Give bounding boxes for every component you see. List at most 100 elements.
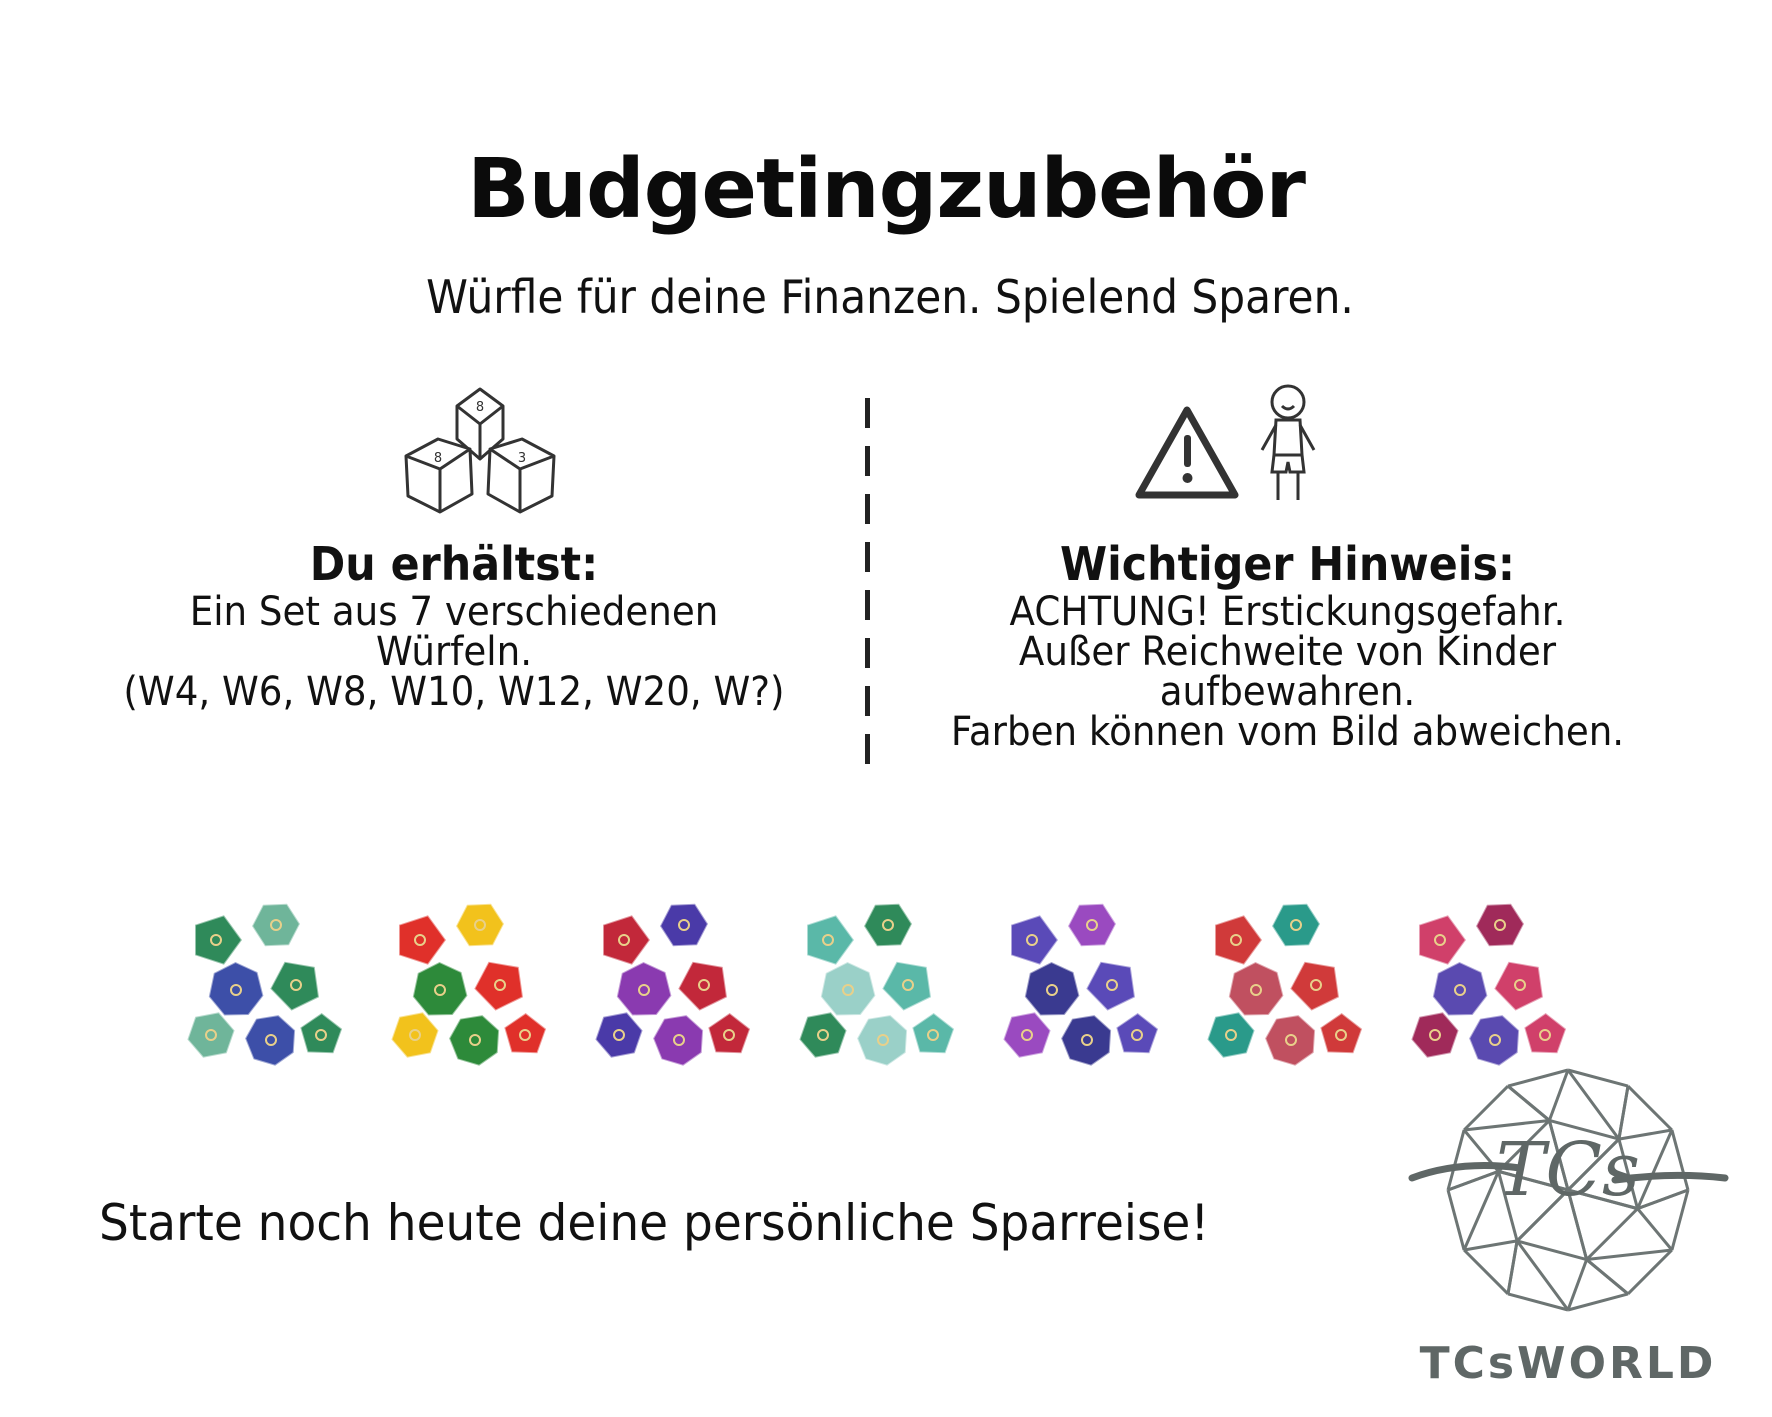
- die: [651, 1014, 705, 1067]
- die: [1270, 902, 1322, 948]
- die: [881, 960, 933, 1012]
- dice-set-image: [390, 902, 548, 1067]
- die-number: [315, 1029, 327, 1041]
- die-number: [1434, 934, 1446, 946]
- logo-strut: [1462, 1170, 1500, 1251]
- die-number: [1489, 1034, 1501, 1046]
- die: [454, 902, 506, 948]
- logo-strut: [1567, 1068, 1629, 1088]
- logo-strut: [1618, 1128, 1673, 1141]
- die: [798, 1011, 848, 1059]
- die: [1023, 960, 1081, 1017]
- die: [186, 1011, 236, 1059]
- die: [207, 960, 265, 1017]
- logo-strut: [1670, 1129, 1690, 1191]
- die: [447, 1014, 501, 1067]
- die: [473, 960, 525, 1012]
- logo-strut: [1507, 1292, 1569, 1312]
- die-number: [723, 1029, 735, 1041]
- die-number: [1046, 984, 1058, 996]
- logo-strut: [1516, 1239, 1588, 1261]
- die-number: [1250, 984, 1262, 996]
- contents-heading: Du erhältst:: [309, 537, 599, 591]
- dice-set-image: [1410, 902, 1568, 1067]
- die-number: [469, 1034, 481, 1046]
- die-number: [270, 919, 282, 931]
- svg-text:3: 3: [518, 451, 526, 466]
- warning-heading: Wichtiger Hinweis:: [1059, 537, 1516, 591]
- die: [615, 960, 673, 1017]
- die-number: [1285, 1034, 1297, 1046]
- contents-line: Ein Set aus 7 verschiedenen: [189, 589, 719, 635]
- die: [862, 902, 914, 948]
- die-number: [1081, 1034, 1093, 1046]
- die-number: [678, 919, 690, 931]
- logo-strut: [1636, 1207, 1674, 1251]
- logo-strut: [1548, 1119, 1620, 1141]
- die-number: [1454, 984, 1466, 996]
- logo-strut: [1626, 1085, 1673, 1132]
- logo-strut: [1626, 1248, 1673, 1295]
- die: [1474, 902, 1526, 948]
- page-title: Budgetingzubehör: [467, 142, 1306, 237]
- die-number: [882, 919, 894, 931]
- logo-strut: [1586, 1248, 1673, 1262]
- die-number: [817, 1029, 829, 1041]
- die: [819, 960, 877, 1017]
- die-number: [927, 1029, 939, 1041]
- svg-text:TCsWORLD: TCsWORLD: [1420, 1338, 1717, 1389]
- logo-strut: [1463, 1239, 1518, 1252]
- die-number: [210, 934, 222, 946]
- logo-strut: [1617, 1138, 1639, 1210]
- die-number: [618, 934, 630, 946]
- die-number: [409, 1029, 421, 1041]
- dice-set-image: [798, 902, 956, 1067]
- warning-section: Wichtiger Hinweis: ACHTUNG! Erstickungsg…: [900, 536, 1675, 752]
- logo-strut: [1617, 1085, 1630, 1140]
- die: [1263, 1014, 1317, 1067]
- svg-text:8: 8: [476, 400, 484, 415]
- die: [1066, 902, 1118, 948]
- warning-line: Außer Reichweite von Kinder: [1018, 629, 1557, 675]
- contents-line: Würfeln.: [375, 629, 533, 675]
- warning-line: aufbewahren.: [1159, 669, 1416, 715]
- die: [911, 1011, 956, 1055]
- die: [299, 1011, 344, 1055]
- logo-strut: [1447, 1169, 1499, 1192]
- logo-strut: [1567, 1292, 1629, 1312]
- subtitle: Würfle für deine Finanzen. Spielend Spar…: [426, 270, 1354, 324]
- call-to-action: Starte noch heute deine persönliche Spar…: [99, 1194, 1210, 1252]
- contents-line: (W4, W6, W8, W10, W12, W20, W?): [123, 669, 785, 715]
- logo-strut: [1497, 1119, 1551, 1173]
- die: [602, 914, 652, 966]
- logo-strut: [1547, 1069, 1570, 1121]
- die: [411, 960, 469, 1017]
- die: [1059, 1014, 1113, 1067]
- dice-set-image: [594, 902, 752, 1067]
- logo-strut: [1507, 1084, 1551, 1122]
- die: [1085, 960, 1137, 1012]
- die: [1214, 914, 1264, 966]
- die: [1410, 1011, 1460, 1059]
- die: [1227, 960, 1285, 1017]
- die-number: [1230, 934, 1242, 946]
- die-number: [1429, 1029, 1441, 1041]
- die: [250, 902, 302, 948]
- die-number: [230, 984, 242, 996]
- die-number: [842, 984, 854, 996]
- die-number: [265, 1034, 277, 1046]
- logo-strut: [1463, 1085, 1510, 1132]
- logo-strut: [1507, 1068, 1569, 1088]
- die-number: [902, 979, 914, 991]
- die: [1010, 914, 1060, 966]
- logo-strut: [1446, 1189, 1466, 1251]
- die-number: [1539, 1029, 1551, 1041]
- dice-set-image: [1206, 902, 1364, 1067]
- die: [1289, 960, 1341, 1012]
- dice-icon: 8 8 3: [404, 387, 556, 514]
- die: [707, 1011, 752, 1055]
- die-number: [1106, 979, 1118, 991]
- dice-set-image: [186, 902, 344, 1067]
- die-number: [1225, 1029, 1237, 1041]
- logo-strut: [1585, 1258, 1629, 1296]
